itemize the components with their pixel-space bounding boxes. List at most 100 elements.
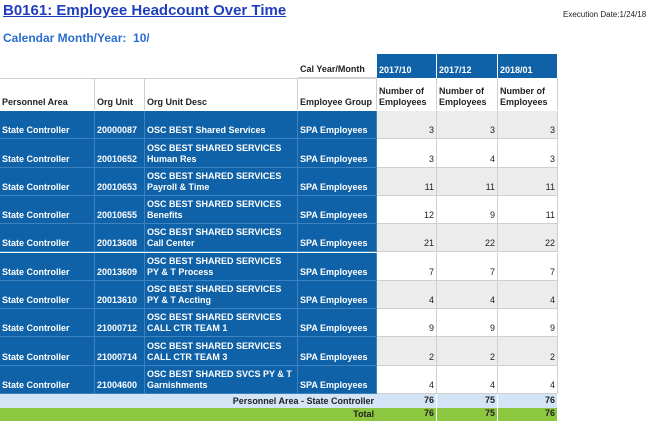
- value-cell-text: 2: [549, 351, 555, 362]
- value-cell: 2: [498, 337, 558, 366]
- value-cell: 2: [437, 337, 498, 366]
- row-label: 21000714: [95, 337, 145, 366]
- row-label: OSC BEST SHARED SERVICES Benefits: [145, 195, 298, 225]
- row-label-text: 21000714: [97, 351, 138, 362]
- row-label: SPA Employees: [298, 280, 377, 310]
- value-cell: 22: [498, 224, 558, 253]
- row-label: State Controller: [0, 337, 95, 366]
- value-cell-text: 21: [423, 238, 434, 249]
- row-label-text: SPA Employees: [300, 379, 368, 390]
- column-header-text: Org Unit Desc: [147, 97, 208, 107]
- measure-header: Number of Employees: [437, 78, 498, 110]
- value-cell-text: 4: [428, 379, 434, 390]
- row-label-text: State Controller: [2, 238, 70, 249]
- row-label: OSC BEST Shared Services: [145, 111, 298, 140]
- column-header: Employee Group: [298, 78, 377, 110]
- value-cell-text: 11: [545, 181, 555, 192]
- calendar-label: Calendar Month/Year: 10/:: [3, 31, 149, 45]
- row-label-text: OSC BEST SHARED SERVICES PY & T Process: [147, 255, 282, 277]
- row-label: State Controller: [0, 365, 95, 394]
- row-label-text: SPA Employees: [300, 210, 368, 221]
- column-header: Personnel Area: [0, 78, 95, 110]
- row-label: 21004600: [95, 365, 145, 394]
- execution-date: Execution Date:1/24/18: [563, 10, 647, 19]
- value-cell: 3: [377, 111, 437, 140]
- column-header-text: Org Unit: [97, 97, 133, 107]
- value-cell-text: 11: [545, 210, 555, 221]
- value-cell-text: 4: [428, 295, 434, 306]
- value-cell: 9: [498, 309, 558, 338]
- value-cell-text: 7: [428, 266, 434, 277]
- subtotal-label: Personnel Area - State Controller: [0, 394, 377, 408]
- row-label: 20010652: [95, 139, 145, 168]
- value-cell-text: 3: [428, 153, 434, 164]
- measure-header-text: Number of Employees: [439, 86, 487, 107]
- row-label-text: OSC BEST SHARED SVCS PY & T Garnishments: [147, 368, 292, 390]
- value-cell-text: 11: [424, 181, 434, 192]
- value-cell: 2: [377, 337, 437, 366]
- measure-header-text: Number of Employees: [379, 86, 427, 107]
- subtotal-value-text: 76: [544, 394, 555, 405]
- value-cell: 9: [437, 309, 498, 338]
- row-label-text: SPA Employees: [300, 351, 368, 362]
- value-cell-text: 22: [484, 238, 495, 249]
- subtotal-value: 76: [377, 394, 437, 408]
- row-label-text: SPA Employees: [300, 295, 368, 306]
- value-cell: 9: [437, 195, 498, 225]
- subtotal-value: 75: [437, 394, 498, 408]
- row-label-text: State Controller: [2, 181, 70, 192]
- row-label: SPA Employees: [298, 195, 377, 225]
- value-cell-text: 4: [489, 153, 495, 164]
- total-value: 76: [498, 408, 558, 421]
- value-cell-text: 3: [549, 153, 555, 164]
- row-label: SPA Employees: [298, 139, 377, 168]
- value-cell-text: 7: [489, 266, 495, 277]
- row-label: OSC BEST SHARED SERVICES PY & T Process: [145, 252, 298, 281]
- row-label: OSC BEST SHARED SERVICES CALL CTR TEAM 1: [145, 309, 298, 338]
- value-cell-text: 2: [489, 351, 495, 362]
- value-cell: 3: [498, 139, 558, 168]
- row-label-text: 21000712: [97, 323, 138, 334]
- row-label: State Controller: [0, 252, 95, 281]
- row-label-text: State Controller: [2, 153, 70, 164]
- row-label-text: 20010655: [97, 210, 138, 221]
- row-label: 20013609: [95, 252, 145, 281]
- row-label-text: OSC BEST SHARED SERVICES Benefits: [147, 199, 282, 221]
- row-label: 20010653: [95, 167, 145, 196]
- row-label-text: SPA Employees: [300, 323, 368, 334]
- row-label-text: OSC BEST SHARED SERVICES Call Center: [147, 227, 282, 249]
- row-label: SPA Employees: [298, 337, 377, 366]
- value-cell-text: 4: [489, 295, 495, 306]
- total-label: Total: [0, 408, 377, 421]
- row-label: 20010655: [95, 195, 145, 225]
- subtotal-value: 76: [498, 394, 558, 408]
- value-cell-text: 7: [549, 266, 555, 277]
- row-label: State Controller: [0, 195, 95, 225]
- row-label-text: State Controller: [2, 125, 70, 136]
- subtotal-value-text: 75: [484, 394, 495, 405]
- row-label: State Controller: [0, 224, 95, 253]
- total-value-text: 76: [423, 408, 434, 418]
- row-label: OSC BEST SHARED SERVICES Human Res: [145, 139, 298, 168]
- column-header-text: Employee Group: [300, 97, 373, 107]
- row-label-text: 20000087: [97, 125, 138, 136]
- row-label-text: SPA Employees: [300, 153, 368, 164]
- value-cell-text: 22: [544, 238, 555, 249]
- row-label-text: 20013609: [97, 266, 138, 277]
- column-header: Org Unit Desc: [145, 78, 298, 110]
- row-label-text: SPA Employees: [300, 238, 368, 249]
- value-cell: 7: [377, 252, 437, 281]
- row-label: SPA Employees: [298, 309, 377, 338]
- subtotal-value-text: 76: [423, 394, 434, 405]
- value-cell-text: 3: [489, 125, 495, 136]
- subtotal-label-text: Personnel Area - State Controller: [232, 395, 374, 406]
- value-cell-text: 4: [549, 379, 555, 390]
- value-cell: 3: [377, 139, 437, 168]
- row-label: SPA Employees: [298, 111, 377, 140]
- value-cell: 12: [377, 195, 437, 225]
- row-label: 20013610: [95, 280, 145, 310]
- row-label-text: OSC BEST SHARED SERVICES Human Res: [147, 142, 282, 164]
- value-cell-text: 9: [489, 323, 495, 334]
- value-cell-text: 9: [549, 323, 555, 334]
- total-value-text: 75: [484, 408, 495, 418]
